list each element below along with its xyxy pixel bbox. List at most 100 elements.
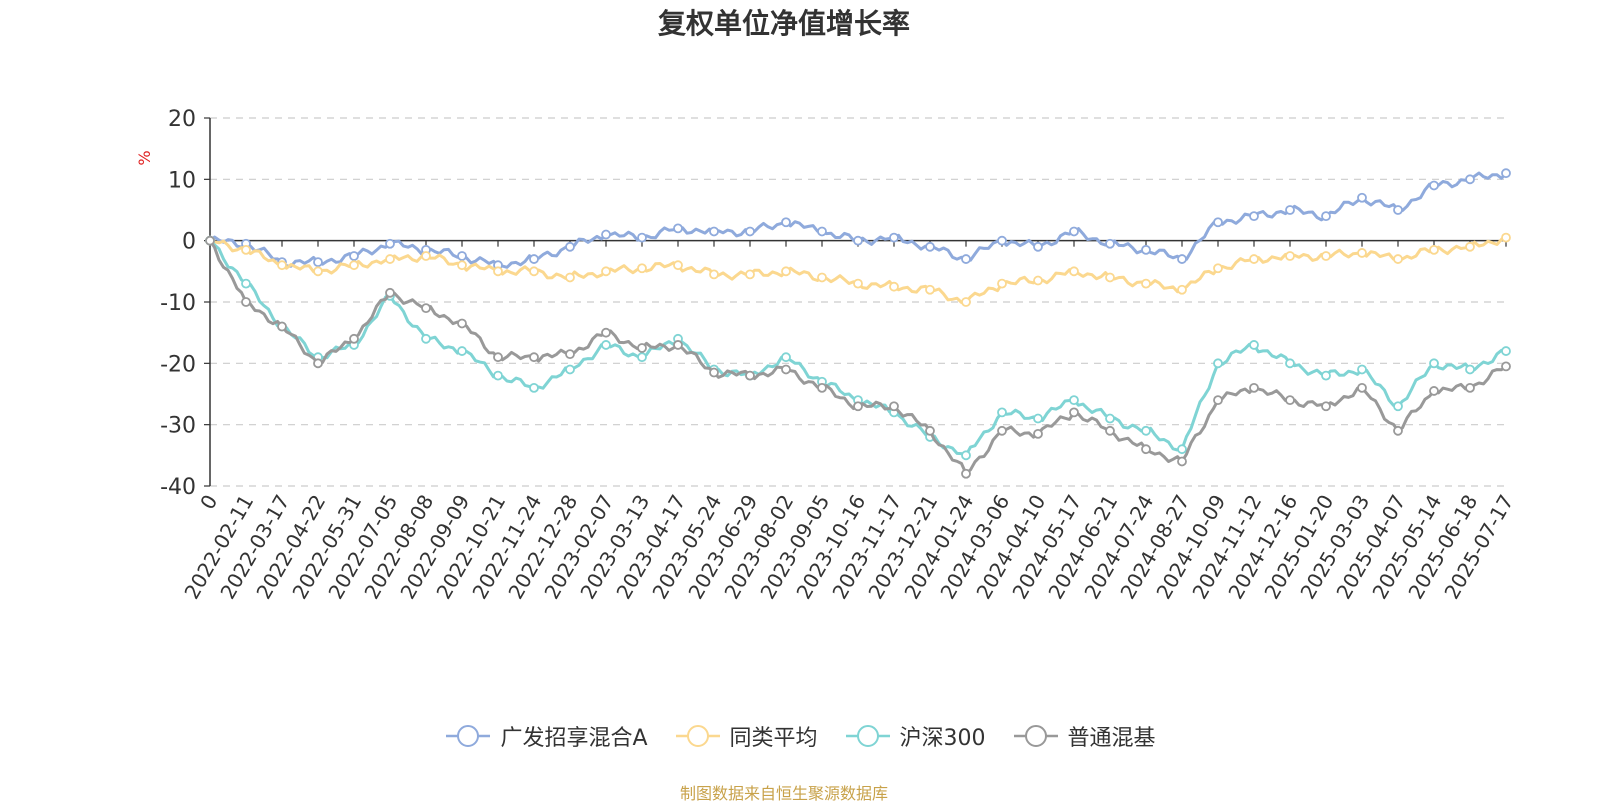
data-point	[925, 284, 935, 295]
legend: 广发招享混合A 同类平均 沪深300 普通混基	[0, 720, 1600, 752]
data-point	[529, 382, 539, 393]
data-point	[529, 266, 539, 277]
data-point	[637, 352, 647, 363]
data-point	[1105, 413, 1115, 424]
data-point	[565, 272, 575, 283]
data-point	[709, 367, 719, 378]
series-2	[205, 235, 1511, 461]
data-point	[1213, 358, 1223, 369]
data-point	[853, 401, 863, 412]
data-point	[1069, 226, 1079, 237]
data-point	[1213, 395, 1223, 406]
data-point	[1249, 382, 1259, 393]
data-point	[1393, 205, 1403, 215]
legend-marker-icon	[1013, 725, 1058, 747]
data-point	[1069, 395, 1079, 406]
data-point	[1033, 275, 1043, 286]
data-point	[709, 226, 719, 237]
legend-label: 广发招享混合A	[500, 726, 648, 751]
data-point	[1177, 456, 1187, 467]
data-point	[1501, 232, 1511, 243]
data-point	[529, 352, 539, 363]
source-caption: 制图数据来自恒生聚源数据库	[679, 784, 888, 803]
data-point	[205, 235, 215, 246]
data-point	[1069, 266, 1079, 277]
data-point	[1465, 364, 1475, 375]
data-point	[997, 425, 1007, 436]
data-point	[673, 340, 683, 350]
legend-marker-icon	[446, 725, 491, 747]
data-point	[997, 278, 1007, 289]
data-point	[313, 257, 323, 268]
data-point	[1357, 364, 1367, 375]
legend-marker-icon	[845, 725, 890, 747]
data-point	[745, 370, 755, 381]
data-point	[277, 321, 287, 332]
data-point	[1141, 444, 1151, 455]
data-point	[1285, 358, 1295, 369]
legend-label: 普通混基	[1067, 726, 1156, 751]
data-point	[1141, 244, 1151, 255]
data-point	[1141, 425, 1151, 436]
data-point	[313, 358, 323, 369]
data-point	[313, 266, 323, 277]
legend-label: 同类平均	[729, 726, 818, 751]
chart-title: 复权单位净值增长率	[657, 7, 910, 40]
data-point	[817, 226, 827, 237]
data-point	[1321, 251, 1331, 261]
data-point	[997, 235, 1007, 246]
y-tick-label: -20	[160, 352, 196, 377]
data-point	[925, 241, 935, 252]
y-tick-label: 10	[168, 168, 196, 193]
data-point	[781, 364, 791, 375]
data-point	[637, 263, 647, 274]
data-point	[1249, 254, 1259, 264]
series-line	[208, 239, 1507, 476]
y-tick-label: -30	[160, 414, 196, 439]
data-point	[565, 364, 575, 375]
legend-item[interactable]: 普通混基	[1012, 720, 1156, 752]
data-point	[421, 333, 431, 344]
data-point	[601, 327, 611, 338]
data-point	[1393, 401, 1403, 412]
data-point	[1393, 254, 1403, 264]
data-point	[529, 254, 539, 264]
data-point	[1249, 340, 1259, 350]
data-point	[1033, 413, 1043, 424]
data-point	[1429, 386, 1439, 396]
data-point	[385, 287, 395, 298]
series-line	[208, 239, 1507, 457]
data-point	[1501, 361, 1511, 372]
data-point	[925, 425, 935, 436]
data-point	[277, 260, 287, 271]
legend-item[interactable]: 同类平均	[674, 720, 818, 752]
data-point	[745, 226, 755, 237]
data-point	[349, 333, 359, 344]
data-point	[781, 352, 791, 363]
data-point	[565, 349, 575, 360]
data-point	[745, 269, 755, 280]
data-point	[1285, 395, 1295, 406]
data-point	[457, 260, 467, 271]
data-point	[457, 251, 467, 261]
data-point	[853, 235, 863, 246]
data-point	[1357, 382, 1367, 393]
y-tick-label: -10	[160, 291, 196, 316]
series-0	[205, 168, 1511, 271]
legend-label: 沪深300	[899, 726, 986, 751]
data-point	[637, 343, 647, 353]
data-point	[781, 217, 791, 228]
data-point	[1357, 248, 1367, 258]
data-point	[1105, 272, 1115, 283]
data-point	[1285, 251, 1295, 261]
data-point	[817, 382, 827, 393]
data-point	[889, 232, 899, 243]
data-point	[1429, 358, 1439, 369]
data-point	[1213, 263, 1223, 274]
data-point	[1285, 205, 1295, 215]
legend-item[interactable]: 广发招享混合A	[444, 720, 648, 752]
data-point	[349, 260, 359, 271]
legend-item[interactable]: 沪深300	[844, 720, 986, 752]
data-point	[457, 318, 467, 329]
